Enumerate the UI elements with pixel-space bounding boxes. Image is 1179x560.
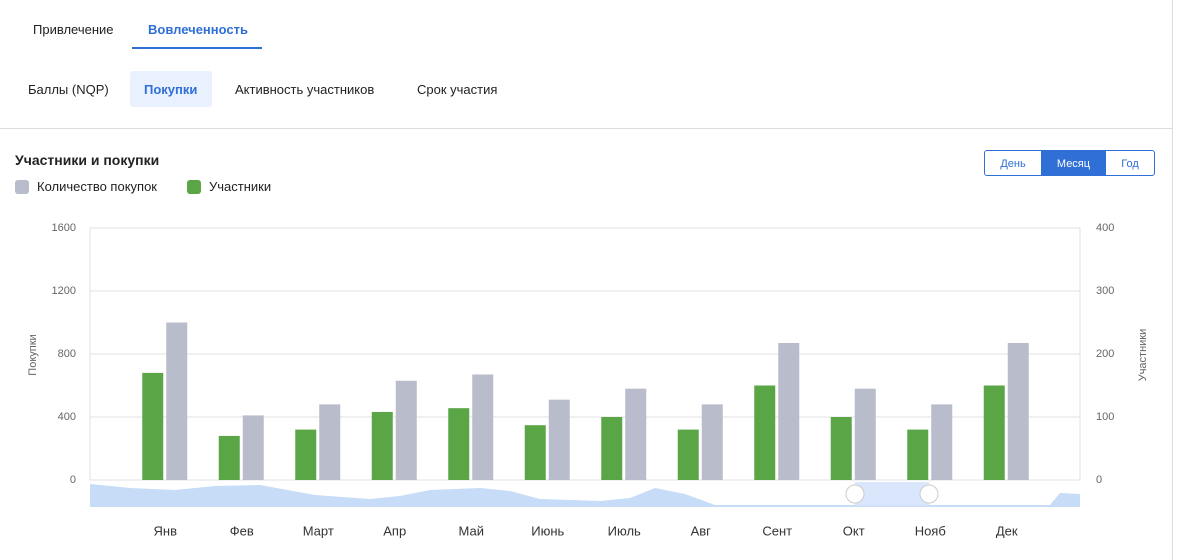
divider: [0, 128, 1172, 129]
chart-title: Участники и покупки: [15, 152, 160, 168]
bar: [142, 372, 164, 480]
legend-label[interactable]: Количество покупок: [37, 179, 157, 194]
x-tick-label: Сент: [762, 523, 792, 538]
y2-tick-label: 100: [1096, 411, 1114, 423]
bar: [242, 415, 264, 480]
bar: [295, 429, 317, 480]
period-button[interactable]: Год: [1105, 150, 1155, 176]
bar: [754, 385, 776, 480]
bar: [448, 408, 470, 480]
subtab[interactable]: Активность участников: [235, 82, 375, 97]
bar: [601, 417, 623, 480]
y2-tick-label: 200: [1096, 348, 1114, 360]
x-tick-label: Окт: [843, 523, 865, 538]
y2-axis-title: Участники: [1137, 329, 1149, 382]
y-tick-label: 1600: [52, 222, 76, 234]
bar: [166, 322, 188, 480]
bar: [907, 429, 929, 480]
bar: [548, 399, 570, 480]
x-tick-label: Фев: [230, 523, 254, 538]
legend-swatch: [187, 180, 201, 194]
bar: [1007, 342, 1029, 480]
x-tick-label: Янв: [154, 523, 178, 538]
x-tick-label: Июль: [608, 523, 641, 538]
subtab-active[interactable]: Покупки: [144, 82, 198, 97]
x-tick-label: Май: [459, 523, 484, 538]
y2-tick-label: 0: [1096, 474, 1102, 486]
x-tick-label: Дек: [996, 523, 1018, 538]
period-button-active[interactable]: Месяц: [1041, 150, 1106, 176]
subtab-bg: [130, 71, 212, 107]
bar: [830, 417, 852, 480]
y2-tick-label: 400: [1096, 222, 1114, 234]
y2-tick-label: 300: [1096, 285, 1114, 297]
bar: [218, 435, 240, 480]
bar: [677, 429, 699, 480]
navigator-area: [90, 484, 1080, 507]
x-tick-label: Нояб: [915, 523, 946, 538]
y-tick-label: 400: [58, 411, 76, 423]
navigator-handle[interactable]: [919, 484, 939, 504]
bar: [854, 388, 876, 480]
bar: [319, 404, 341, 480]
subtab[interactable]: Баллы (NQP): [28, 82, 109, 97]
navigator-selection[interactable]: [855, 482, 929, 507]
bar: [524, 425, 546, 480]
legend-swatch: [15, 180, 29, 194]
tab-active[interactable]: Вовлеченность: [148, 22, 248, 37]
bar: [625, 388, 647, 480]
bar: [472, 374, 494, 480]
x-tick-label: Июнь: [531, 523, 564, 538]
navigator-handle[interactable]: [845, 484, 865, 504]
bar: [931, 404, 953, 480]
y-tick-label: 800: [58, 348, 76, 360]
bar: [371, 411, 393, 480]
bar: [395, 380, 417, 480]
tab-underline: [132, 47, 262, 49]
bar: [778, 342, 800, 480]
legend-label[interactable]: Участники: [209, 179, 272, 194]
bar: [983, 385, 1005, 480]
x-tick-label: Авг: [691, 523, 712, 538]
bar: [701, 404, 723, 480]
y-axis-title: Покупки: [27, 334, 39, 375]
tab[interactable]: Привлечение: [33, 22, 114, 37]
subtab[interactable]: Срок участия: [417, 82, 498, 97]
x-tick-label: Апр: [383, 523, 406, 538]
y-tick-label: 1200: [52, 285, 76, 297]
y-tick-label: 0: [70, 474, 76, 486]
divider: [1172, 0, 1173, 560]
x-tick-label: Март: [303, 523, 334, 538]
